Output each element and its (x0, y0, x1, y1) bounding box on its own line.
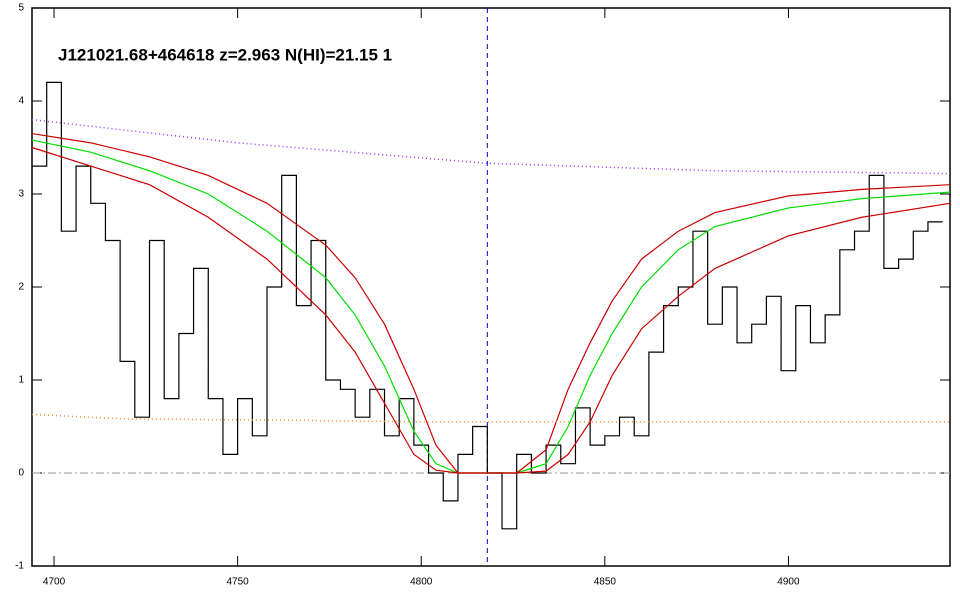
x-tick-label: 4750 (227, 577, 250, 588)
chart-title: J121021.68+464618 z=2.963 N(HI)=21.15 1 (58, 45, 392, 64)
x-tick-label: 4700 (43, 577, 66, 588)
plot-frame (31, 7, 951, 567)
y-tick-label: 0 (18, 468, 24, 479)
series-line (31, 413, 950, 423)
y-tick-label: 2 (18, 282, 24, 293)
x-tick-label: 4850 (594, 577, 617, 588)
series-line (31, 139, 951, 474)
series-line (31, 146, 951, 474)
y-tick-label: 5 (18, 3, 24, 14)
y-tick-label: 3 (18, 189, 24, 200)
x-tick-label: 4900 (777, 577, 800, 588)
series-line (32, 81, 943, 530)
x-tick-label: 4800 (410, 577, 433, 588)
y-tick-label: -1 (15, 561, 24, 572)
y-tick-label: 1 (18, 375, 24, 386)
series-line (31, 118, 951, 175)
y-tick-label: 4 (18, 96, 24, 107)
